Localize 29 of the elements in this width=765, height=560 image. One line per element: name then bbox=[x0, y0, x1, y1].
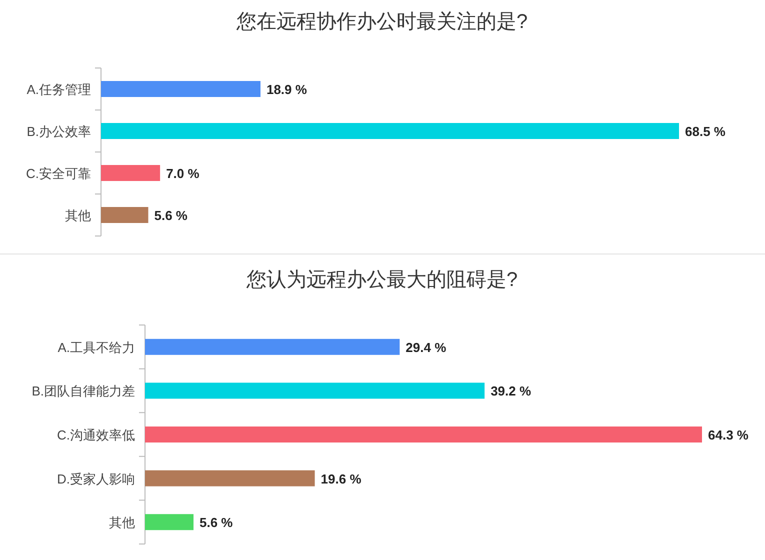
bar bbox=[145, 470, 315, 486]
chart-title: 您在远程协作办公时最关注的是? bbox=[235, 11, 528, 33]
data-label: 39.2 % bbox=[490, 384, 532, 399]
y-tick-label: C.沟通效率低 bbox=[57, 428, 135, 442]
y-tick-label: A.工具不给力 bbox=[58, 340, 135, 355]
y-tick-label: B.团队自律能力差 bbox=[32, 384, 135, 399]
bar bbox=[145, 514, 194, 530]
data-label: 5.6 % bbox=[200, 515, 234, 530]
data-label: 7.0 % bbox=[166, 166, 200, 181]
data-label: 18.9 % bbox=[266, 82, 308, 97]
data-label: 68.5 % bbox=[685, 124, 726, 139]
y-tick-label: D.受家人影响 bbox=[57, 471, 135, 486]
bar bbox=[145, 382, 485, 399]
data-label: 29.4 % bbox=[406, 340, 447, 355]
data-label: 5.6 % bbox=[154, 208, 188, 223]
bar bbox=[101, 165, 160, 181]
data-label: 64.3 % bbox=[708, 428, 749, 442]
bar bbox=[101, 207, 148, 223]
bar bbox=[101, 123, 679, 139]
y-tick-label: A.任务管理 bbox=[26, 82, 91, 97]
y-tick-label: C.安全可靠 bbox=[26, 166, 91, 181]
bar bbox=[101, 81, 260, 97]
bar bbox=[145, 426, 702, 442]
bar bbox=[145, 338, 400, 355]
y-tick-label: 其他 bbox=[109, 515, 135, 530]
data-label: 19.6 % bbox=[320, 471, 362, 486]
y-tick-label: B.办公效率 bbox=[26, 124, 91, 139]
chart-title: 您认为远程办公最大的阻碍是? bbox=[245, 269, 518, 291]
y-tick-label: 其他 bbox=[65, 208, 91, 223]
